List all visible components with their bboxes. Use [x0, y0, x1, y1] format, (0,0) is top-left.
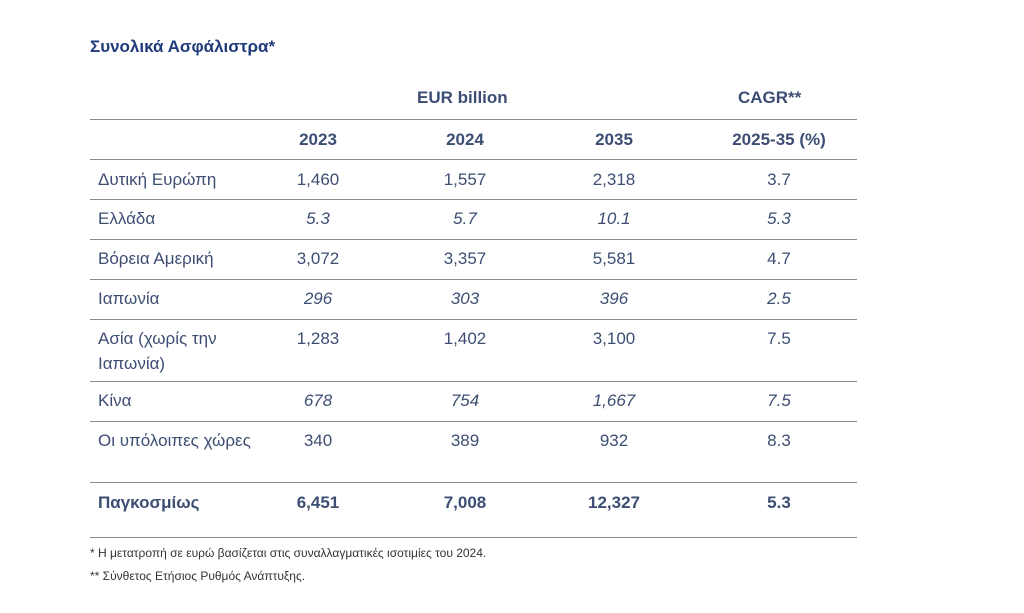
- row-label: Βόρεια Αμερική: [98, 249, 214, 268]
- cell: 5.3: [306, 209, 330, 228]
- divider: [90, 482, 857, 483]
- row-label: Ελλάδα: [98, 209, 156, 228]
- cell: 7,008: [443, 493, 487, 512]
- cell: 1,667: [592, 391, 636, 410]
- cell: 3,100: [592, 329, 636, 348]
- row-label: Παγκοσμίως: [98, 493, 200, 512]
- row-label: Οι υπόλοιπες χώρες: [98, 431, 251, 450]
- column-header-cagr: 2025-35 (%): [732, 130, 826, 149]
- column-header-2035: 2035: [595, 130, 633, 149]
- cell: 396: [599, 289, 629, 308]
- cell: 3,357: [443, 249, 487, 268]
- cell: 2,318: [592, 170, 636, 189]
- cell: 10.1: [597, 209, 631, 228]
- cell: 1,557: [443, 170, 487, 189]
- eur-billion-header: EUR billion: [417, 88, 508, 107]
- cell: 12,327: [588, 493, 640, 512]
- cell: 7.5: [767, 391, 791, 410]
- cell: 754: [450, 391, 480, 410]
- row-label: Κίνα: [98, 391, 132, 410]
- cell: 296: [303, 289, 333, 308]
- cell: 8.3: [767, 431, 791, 450]
- cell: 7.5: [767, 329, 791, 348]
- column-header-2024: 2024: [446, 130, 484, 149]
- row-label: Δυτική Ευρώπη: [98, 170, 217, 189]
- cell: 3.7: [767, 170, 791, 189]
- cell: 2.5: [767, 289, 791, 308]
- column-header-2023: 2023: [299, 130, 337, 149]
- cell: 1,402: [443, 329, 487, 348]
- cell: 303: [450, 289, 480, 308]
- divider: [90, 421, 857, 422]
- divider: [90, 319, 857, 320]
- divider: [90, 279, 857, 280]
- cell: 389: [450, 431, 480, 450]
- divider: [90, 537, 857, 538]
- divider: [90, 119, 857, 120]
- footnote: * Η μετατροπή σε ευρώ βασίζεται στις συν…: [90, 546, 487, 560]
- cell: 3,072: [296, 249, 340, 268]
- cell: 5.3: [767, 493, 791, 512]
- cell: 5,581: [592, 249, 636, 268]
- cell: 340: [303, 431, 333, 450]
- divider: [90, 239, 857, 240]
- divider: [90, 381, 857, 382]
- cell: 5.7: [453, 209, 477, 228]
- cell: 5.3: [767, 209, 791, 228]
- cell: 6,451: [296, 493, 340, 512]
- row-label: Ασία (χωρίς την Ιαπωνία): [98, 329, 217, 373]
- cell: 1,283: [296, 329, 340, 348]
- cagr-header: CAGR**: [738, 88, 802, 107]
- table-title: Συνολικά Ασφάλιστρα*: [90, 37, 276, 56]
- cell: 1,460: [296, 170, 340, 189]
- cell: 678: [303, 391, 333, 410]
- cell: 932: [599, 431, 629, 450]
- footnote: ** Σύνθετος Ετήσιος Ρυθμός Ανάπτυξης.: [90, 569, 306, 583]
- cell: 4.7: [767, 249, 791, 268]
- row-label: Ιαπωνία: [98, 289, 160, 308]
- divider: [90, 199, 857, 200]
- divider: [90, 159, 857, 160]
